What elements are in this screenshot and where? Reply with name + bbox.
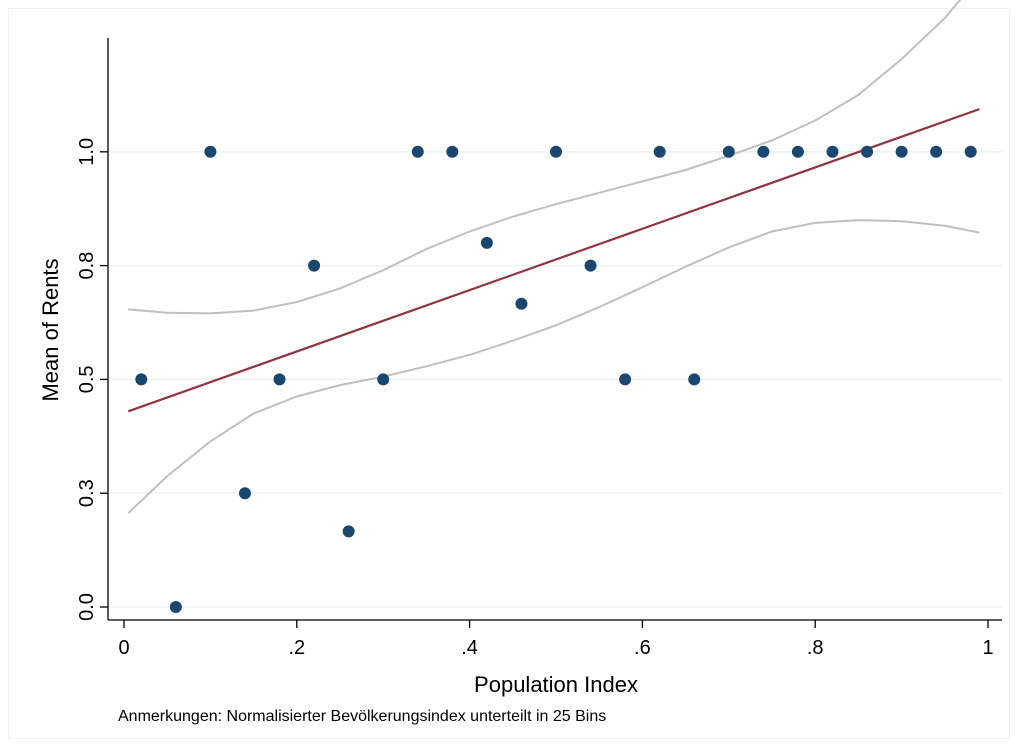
y-axis-title: Mean of Rents [38,258,63,401]
data-point [550,145,562,158]
chart-note: Anmerkungen: Normalisierter Bevölkerungs… [118,708,606,725]
y-tick-label: 0.5 [76,365,98,393]
data-point [826,145,839,158]
data-point [342,525,355,538]
data-point [169,601,182,613]
data-point [135,373,148,386]
ticks: 0.0 0.3 0.5 0.8 1.0 0 .2 .4 .6 .8 1 [76,138,994,659]
data-point [584,259,597,272]
fit-line [127,108,980,413]
data-point [653,145,666,158]
x-tick-label: .6 [634,637,651,659]
ci-lower-line [127,219,980,514]
data-point [895,145,908,158]
data-point [204,145,217,158]
data-point [930,145,943,158]
y-tick-label: 0.8 [76,252,98,280]
data-point [446,145,459,158]
axes [107,38,1002,621]
y-tick-label: 1.0 [76,138,98,166]
x-tick-label: 0 [118,637,129,659]
x-tick-label: 1 [982,637,993,659]
x-tick-label: .2 [288,637,305,659]
data-point [688,373,701,386]
chart-frame [8,8,1010,739]
data-point [964,145,977,158]
data-point [619,373,632,386]
data-point [515,297,528,310]
data-point [411,145,424,158]
confidence-band [127,0,980,514]
grid-lines [109,151,1002,608]
ci-upper-line [128,0,962,315]
data-point [273,373,286,386]
x-tick-label: .4 [461,637,478,659]
data-point [722,145,735,158]
x-axis-title: Population Index [474,672,638,697]
data-point [308,259,321,272]
x-tick-label: .8 [807,637,824,659]
data-point [377,373,390,386]
data-points [135,145,977,613]
y-tick-label: 0.3 [76,479,98,507]
data-point [480,236,493,249]
data-point [861,145,874,158]
data-point [791,145,804,158]
y-tick-label: 0.0 [76,593,98,621]
data-point [238,487,251,500]
fit-line-group [127,108,980,413]
data-point [757,145,770,158]
